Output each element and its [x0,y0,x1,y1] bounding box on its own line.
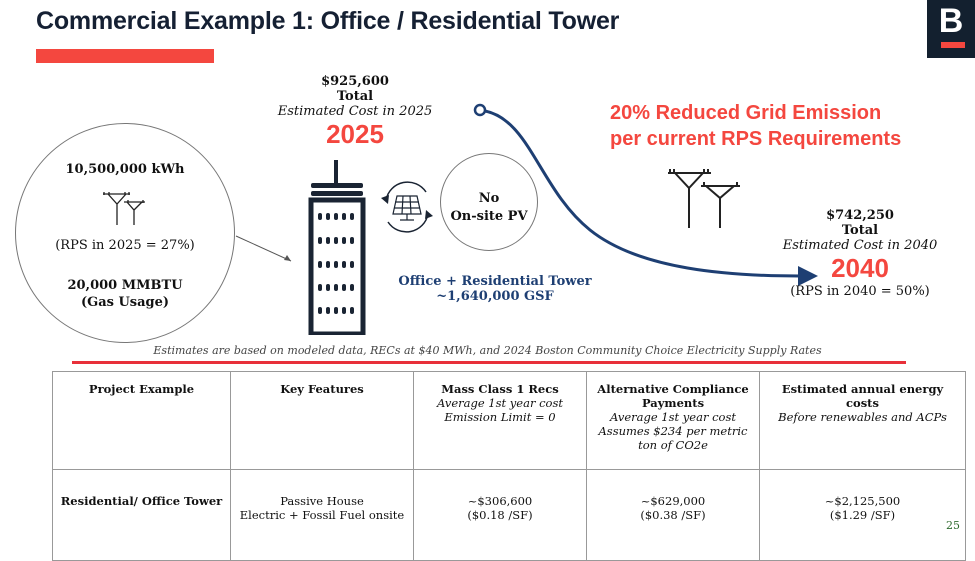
cell-features-2: Electric + Fossil Fuel onsite [239,508,405,522]
cost-2040-total: Total [841,223,879,238]
usage-circle [15,123,235,343]
gas-usage-label: (Gas Usage) [80,295,170,310]
rps-2025: (RPS in 2025 = 27%) [55,238,195,253]
page-title: Commercial Example 1: Office / Residenti… [36,7,620,35]
cell-acp: ~$629,000 [640,494,706,508]
cell-recs-sf: ($0.18 /SF) [467,508,533,522]
year-2025: 2025 [326,119,384,149]
building-name: Office + Residential Tower [398,274,592,289]
cost-2040-amount: $742,250 [826,208,894,223]
gas-usage: 20,000 MMBTU [67,278,183,293]
electricity-usage: 10,500,000 kWh [65,162,185,177]
logo-letter: B [938,2,964,40]
cell-acp-sf: ($0.38 /SF) [640,508,706,522]
power-tower-icon-2040 [668,169,740,228]
pv-line2: On-site PV [450,209,528,224]
building-size: ~1,640,000 GSF [436,289,554,304]
pv-line1: No [478,191,500,206]
header-acp-sub2: Assumes $234 per metric ton of CO2e [598,424,748,452]
table-header-row: Project Example Key Features Mass Class … [52,371,966,470]
tower-building-icon [308,160,366,335]
title-underline [36,49,214,63]
pointer-arrow [235,235,292,262]
header-recs-sub2: Emission Limit = 0 [444,410,556,424]
power-tower-icon [103,192,145,225]
cost-2025-amount: $925,600 [321,74,389,89]
headline-line1: 20% Reduced Grid Emission [610,102,882,124]
cost-2040-caption: Estimated Cost in 2040 [782,238,938,253]
headline-line2: per current RPS Requirements [610,128,902,150]
page-number: 25 [946,519,960,532]
cost-2025-total: Total [336,89,374,104]
rps-2040: (RPS in 2040 = 50%) [790,284,930,299]
logo-underline [941,42,965,48]
cell-energy: ~$2,125,500 [824,494,901,508]
divider-line [72,361,906,364]
timeline-arrow [473,103,818,286]
year-2040: 2040 [831,253,889,283]
footnote: Estimates are based on modeled data, REC… [153,344,822,357]
header-recs-sub: Average 1st year cost [436,396,563,410]
cell-energy-sf: ($1.29 /SF) [829,508,896,522]
cell-project: Residential/ Office Tower [60,494,223,508]
table-row: Residential/ Office Tower Passive House E… [52,469,966,561]
header-features: Key Features [280,382,364,396]
solar-panel-cycle-icon [381,181,433,233]
cost-comparison-table: Project Example Key Features Mass Class … [52,371,966,561]
pv-circle [440,153,538,251]
header-energy: Estimated annual energy costs [781,382,944,410]
header-energy-sub: Before renewables and ACPs [778,410,947,424]
header-project: Project Example [88,382,195,396]
header-acp: Alternative Compliance Payments [597,382,749,410]
header-acp-sub: Average 1st year cost [609,410,736,424]
header-recs: Mass Class 1 Recs [441,382,559,396]
cost-2025-caption: Estimated Cost in 2025 [277,104,433,119]
cell-features-1: Passive House [280,494,364,508]
cell-recs: ~$306,600 [467,494,533,508]
brand-logo: B [927,0,975,58]
